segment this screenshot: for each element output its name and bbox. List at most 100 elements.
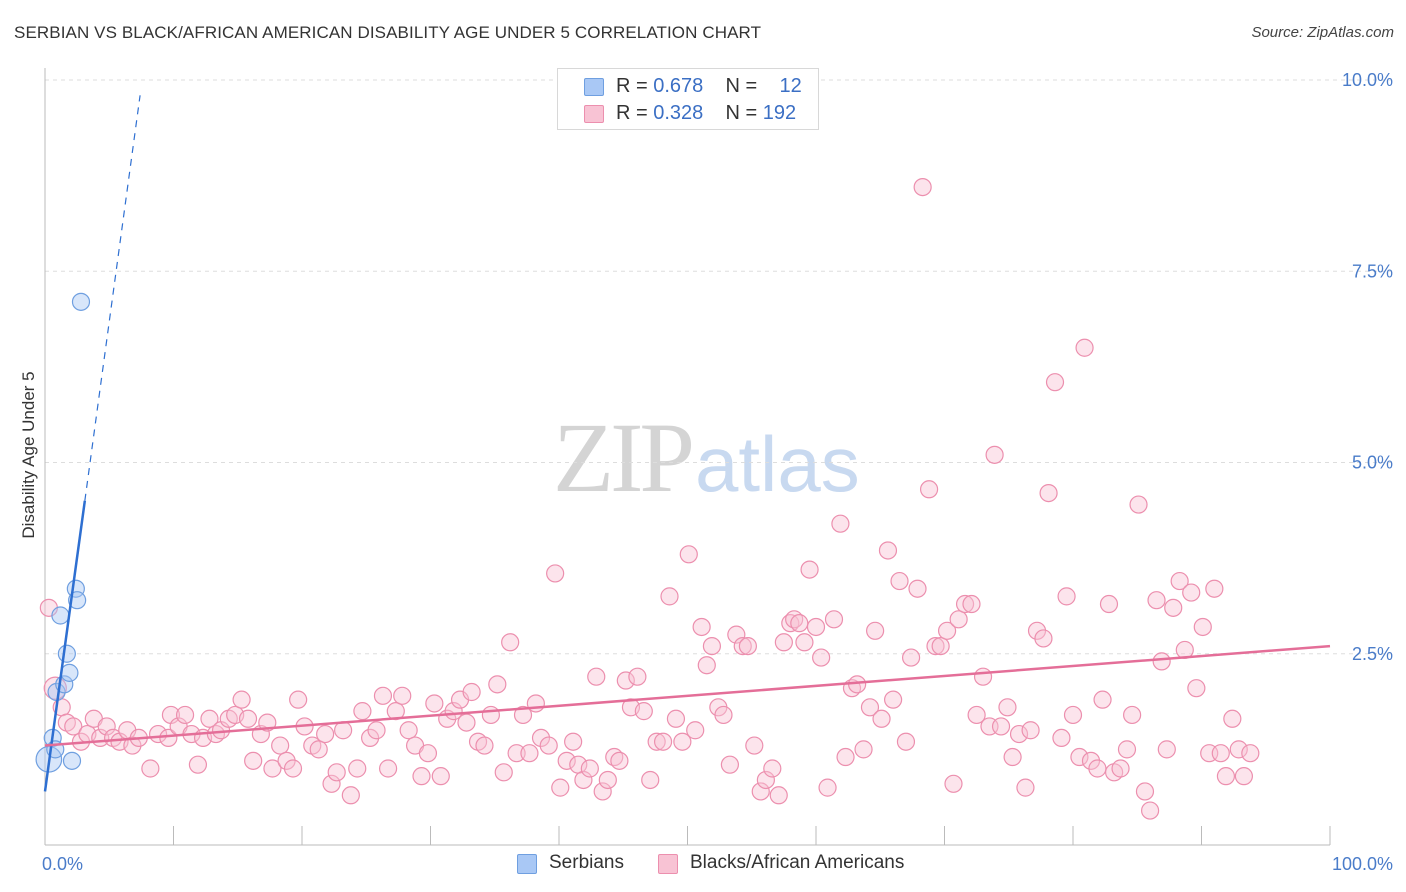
black-point-115 xyxy=(769,786,788,805)
black-point-181 xyxy=(1157,740,1176,759)
black-point-15 xyxy=(141,759,160,778)
black-point-64 xyxy=(457,713,476,732)
black-point-145 xyxy=(944,774,963,793)
black-point-38 xyxy=(289,690,308,709)
black-point-156 xyxy=(1009,724,1029,744)
y-axis-title: Disability Age Under 5 xyxy=(19,371,38,538)
black-point-143 xyxy=(931,636,950,656)
black-point-67 xyxy=(475,736,494,755)
y-tick-label-0: 2.5% xyxy=(1352,644,1393,664)
black-point-173 xyxy=(1111,759,1130,778)
black-point-57 xyxy=(412,767,431,786)
x-tick-label-1: 100.0% xyxy=(1332,854,1393,874)
black-point-110 xyxy=(738,636,757,656)
serbian-point-8 xyxy=(62,751,82,770)
grid-lines xyxy=(45,79,1392,655)
black-point-161 xyxy=(1039,484,1058,503)
black-point-100 xyxy=(679,545,698,564)
black-point-190 xyxy=(1211,744,1230,763)
legend-label-serbians: Serbians xyxy=(549,852,624,873)
black-point-183 xyxy=(1170,571,1189,591)
black-point-84 xyxy=(580,759,599,778)
black-point-22 xyxy=(188,755,208,774)
black-point-109 xyxy=(733,636,752,656)
stats-text-serbians: R = 0.678 N = 12 xyxy=(616,75,802,97)
legend-label-blacks: Blacks/African Americans xyxy=(690,852,905,873)
black-point-29 xyxy=(232,690,251,709)
stats-text-blacks: R = 0.328 N = 192 xyxy=(616,102,797,124)
black-point-163 xyxy=(1052,728,1071,748)
black-point-69 xyxy=(488,675,507,694)
black-point-113 xyxy=(756,770,775,790)
black-point-158 xyxy=(1021,721,1040,740)
y-tick-label-2: 7.5% xyxy=(1352,261,1393,281)
black-point-155 xyxy=(1003,747,1022,767)
black-point-182 xyxy=(1164,598,1183,617)
stats-r-serbians: 0.678 xyxy=(653,75,704,97)
legend-swatch-blacks xyxy=(658,854,678,874)
serbian-point-4 xyxy=(51,606,70,625)
black-point-103 xyxy=(697,656,716,675)
black-point-187 xyxy=(1193,617,1212,637)
watermark-atlas: atlas xyxy=(695,420,860,508)
trend-line-serbians xyxy=(43,500,87,792)
y-tick-label-1: 5.0% xyxy=(1352,453,1393,473)
black-point-42 xyxy=(316,724,335,744)
black-point-177 xyxy=(1135,782,1155,801)
black-point-51 xyxy=(373,686,393,705)
black-point-94 xyxy=(641,770,660,790)
black-point-167 xyxy=(1075,338,1094,357)
black-point-90 xyxy=(616,671,635,690)
black-point-43 xyxy=(322,774,341,793)
legend-swatch-serbians xyxy=(517,854,537,874)
black-point-112 xyxy=(751,782,770,801)
black-point-76 xyxy=(531,728,551,748)
black-point-80 xyxy=(557,751,576,770)
black-point-73 xyxy=(513,705,533,725)
black-point-111 xyxy=(745,736,764,755)
black-point-65 xyxy=(462,682,481,702)
axes xyxy=(44,68,1331,846)
black-point-106 xyxy=(714,705,733,725)
black-point-194 xyxy=(1234,767,1254,786)
black-point-157 xyxy=(1016,778,1035,797)
black-point-96 xyxy=(653,732,673,751)
black-point-95 xyxy=(647,732,666,751)
black-point-30 xyxy=(238,709,258,728)
black-point-79 xyxy=(551,778,570,797)
black-point-58 xyxy=(418,744,438,763)
stats-n-blacks: 192 xyxy=(762,102,797,124)
black-point-54 xyxy=(393,686,412,705)
black-point-83 xyxy=(574,770,593,790)
black-point-175 xyxy=(1123,705,1142,725)
black-point-146 xyxy=(949,610,968,629)
black-point-141 xyxy=(919,480,939,499)
stats-legend: R = 0.678 N = 12 R = 0.328 N = 192 xyxy=(557,68,819,130)
black-point-147 xyxy=(955,594,975,614)
black-point-4 xyxy=(64,717,83,736)
black-point-35 xyxy=(271,736,290,755)
black-point-178 xyxy=(1140,801,1160,820)
black-point-149 xyxy=(967,705,986,725)
black-point-121 xyxy=(800,560,819,579)
black-point-140 xyxy=(913,178,932,197)
y-tick-label-3: 10.0% xyxy=(1342,70,1393,90)
black-point-31 xyxy=(244,751,263,770)
trend-line-blacks xyxy=(44,644,1331,747)
black-point-164 xyxy=(1057,587,1076,606)
black-point-191 xyxy=(1216,767,1236,786)
black-point-144 xyxy=(937,621,957,640)
black-point-77 xyxy=(539,736,558,755)
trend-lines xyxy=(43,95,1331,792)
black-point-136 xyxy=(890,571,909,591)
black-point-162 xyxy=(1045,373,1065,392)
black-point-185 xyxy=(1182,583,1201,602)
black-point-189 xyxy=(1205,579,1224,598)
black-point-59 xyxy=(425,694,444,713)
black-point-123 xyxy=(812,648,831,667)
black-point-48 xyxy=(353,702,372,721)
serbian-point-11 xyxy=(71,292,91,311)
black-point-50 xyxy=(367,721,386,740)
bottom-legend: Serbians Blacks/African Americans xyxy=(0,852,1406,876)
black-point-134 xyxy=(878,541,898,560)
